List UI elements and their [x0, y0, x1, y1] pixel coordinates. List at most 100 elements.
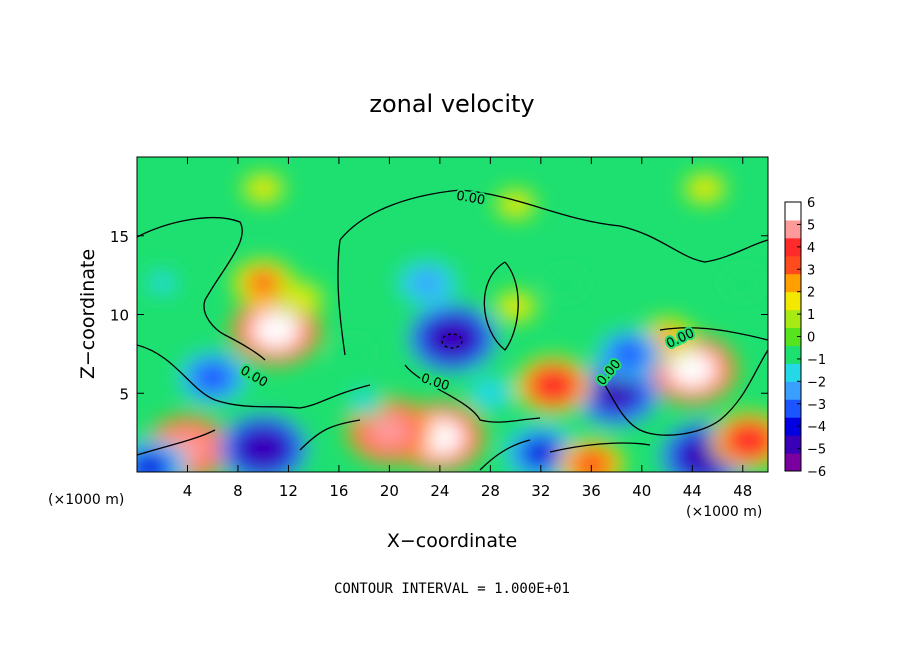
x-tick-label: 28	[481, 482, 500, 500]
colorbar-swatch	[785, 255, 801, 275]
field-feature-ring	[532, 369, 575, 402]
contour-interval-note: CONTOUR INTERVAL = 1.000E+01	[334, 581, 570, 597]
y-tick-label: 10	[110, 307, 129, 325]
field-feature-ring	[288, 289, 315, 309]
colorbar-swatch	[785, 381, 801, 400]
field-feature-ring	[137, 451, 171, 472]
field-feature-ring	[410, 270, 445, 296]
colorbar-swatch	[785, 202, 801, 221]
field-feature-ring	[572, 450, 610, 472]
field-feature-ring	[193, 362, 233, 393]
field-feature	[137, 438, 188, 472]
y-axis-label: Z−coordinate	[77, 249, 99, 379]
x-tick-label: 8	[233, 482, 243, 500]
field-feature	[397, 259, 458, 307]
field-feature-ring	[692, 179, 718, 198]
field-feature-ring	[427, 318, 478, 358]
y-tick-label: 5	[119, 385, 129, 403]
field-feature	[516, 356, 591, 415]
colorbar-swatch	[785, 273, 801, 293]
x-tick-label: 24	[430, 482, 449, 500]
x-tick-label: 32	[531, 482, 550, 500]
field-feature	[241, 171, 286, 206]
colorbar-tick-label: 5	[807, 218, 815, 233]
colorbar-tick-label: 3	[807, 263, 815, 278]
zero-contours	[137, 189, 768, 471]
field-feature	[232, 259, 294, 307]
field-feature-ring	[476, 382, 505, 405]
colorbar-tick-label: 6	[807, 196, 815, 211]
field-feature-ring	[250, 310, 301, 350]
velocity-field	[137, 171, 768, 472]
field-feature	[503, 424, 579, 472]
x-tick-label: 12	[279, 482, 298, 500]
colorbar-tick-label: −4	[807, 420, 826, 435]
field-feature	[278, 281, 325, 317]
colorbar-swatch	[785, 363, 801, 382]
x-tick-label: 40	[632, 482, 651, 500]
field-feature-ring	[246, 270, 281, 296]
colorbar: 6 5 4 3 2 1 0 −1 −2 −3 −4 −5 −6	[784, 196, 826, 480]
colorbar-tick-label: −1	[807, 353, 826, 368]
field-feature-ring	[149, 273, 176, 293]
field-feature-ring	[651, 326, 683, 351]
x-tick-label: 4	[183, 482, 193, 500]
field-feature	[722, 267, 764, 299]
field-feature-ring	[339, 345, 364, 363]
colorbar-tick-label: −5	[807, 443, 826, 458]
zero-contour-top	[339, 189, 768, 263]
dashed-contour-minimum	[441, 333, 463, 349]
field-feature-ring	[610, 339, 648, 368]
colorbar-tick-label: 2	[807, 286, 815, 301]
field-feature-ring	[250, 179, 276, 198]
colorbar-swatch	[785, 327, 801, 346]
field-feature	[545, 267, 587, 299]
x-tick-label: 48	[733, 482, 752, 500]
zero-contour-lower	[137, 327, 768, 436]
zero-contour-mid	[337, 239, 519, 356]
field-feature	[341, 383, 388, 419]
y-tick-label: 15	[110, 228, 129, 246]
zero-contour-upper	[137, 217, 266, 361]
contour-label: 0.00	[455, 189, 486, 209]
field-feature-ring	[351, 391, 378, 411]
field-feature-ring	[667, 350, 718, 390]
field-feature	[493, 290, 538, 324]
field-feature-ring	[519, 436, 562, 470]
colorbar-swatch	[785, 291, 801, 311]
field-feature	[711, 411, 768, 470]
x-unit-label: (×1000 m)	[48, 492, 124, 508]
field-feature	[464, 374, 516, 413]
field-feature	[177, 350, 248, 405]
field-feature-ring	[503, 297, 529, 316]
y-unit-label: (×1000 m)	[686, 504, 762, 520]
colorbar-tick-label: 0	[807, 331, 815, 346]
field-feature	[407, 303, 498, 373]
colorbar-swatch	[785, 309, 801, 329]
x-tick-label: 44	[683, 482, 702, 500]
colorbar-swatch	[785, 345, 801, 364]
x-axis-label: X−coordinate	[387, 530, 517, 552]
colorbar-tick-label: 1	[807, 308, 815, 323]
field-feature	[330, 338, 373, 370]
x-tick-label: 16	[329, 482, 348, 500]
plot-area: 0.00 0.00 0.00 0.00 0.00	[137, 157, 768, 472]
field-feature	[682, 171, 727, 206]
chart-title: zonal velocity	[369, 90, 534, 118]
colorbar-tick-label: −6	[807, 465, 826, 480]
field-feature	[596, 328, 662, 379]
x-axis-ticks: 4 8 12 16 20 24 28 32 36 40 44 48	[183, 157, 752, 500]
field-feature	[218, 413, 308, 472]
colorbar-swatch	[785, 453, 801, 472]
colorbar-tick-label: −2	[807, 375, 826, 390]
x-tick-label: 36	[582, 482, 601, 500]
colorbar-swatch	[785, 435, 801, 454]
colorbar-tick-label: 4	[807, 241, 815, 256]
zero-contour-bottom	[137, 419, 651, 471]
field-feature	[139, 265, 186, 301]
colorbar-swatch	[785, 237, 801, 257]
colorbar-swatch	[785, 219, 801, 239]
field-feature-ring	[503, 195, 528, 214]
field-feature-ring	[365, 412, 414, 450]
